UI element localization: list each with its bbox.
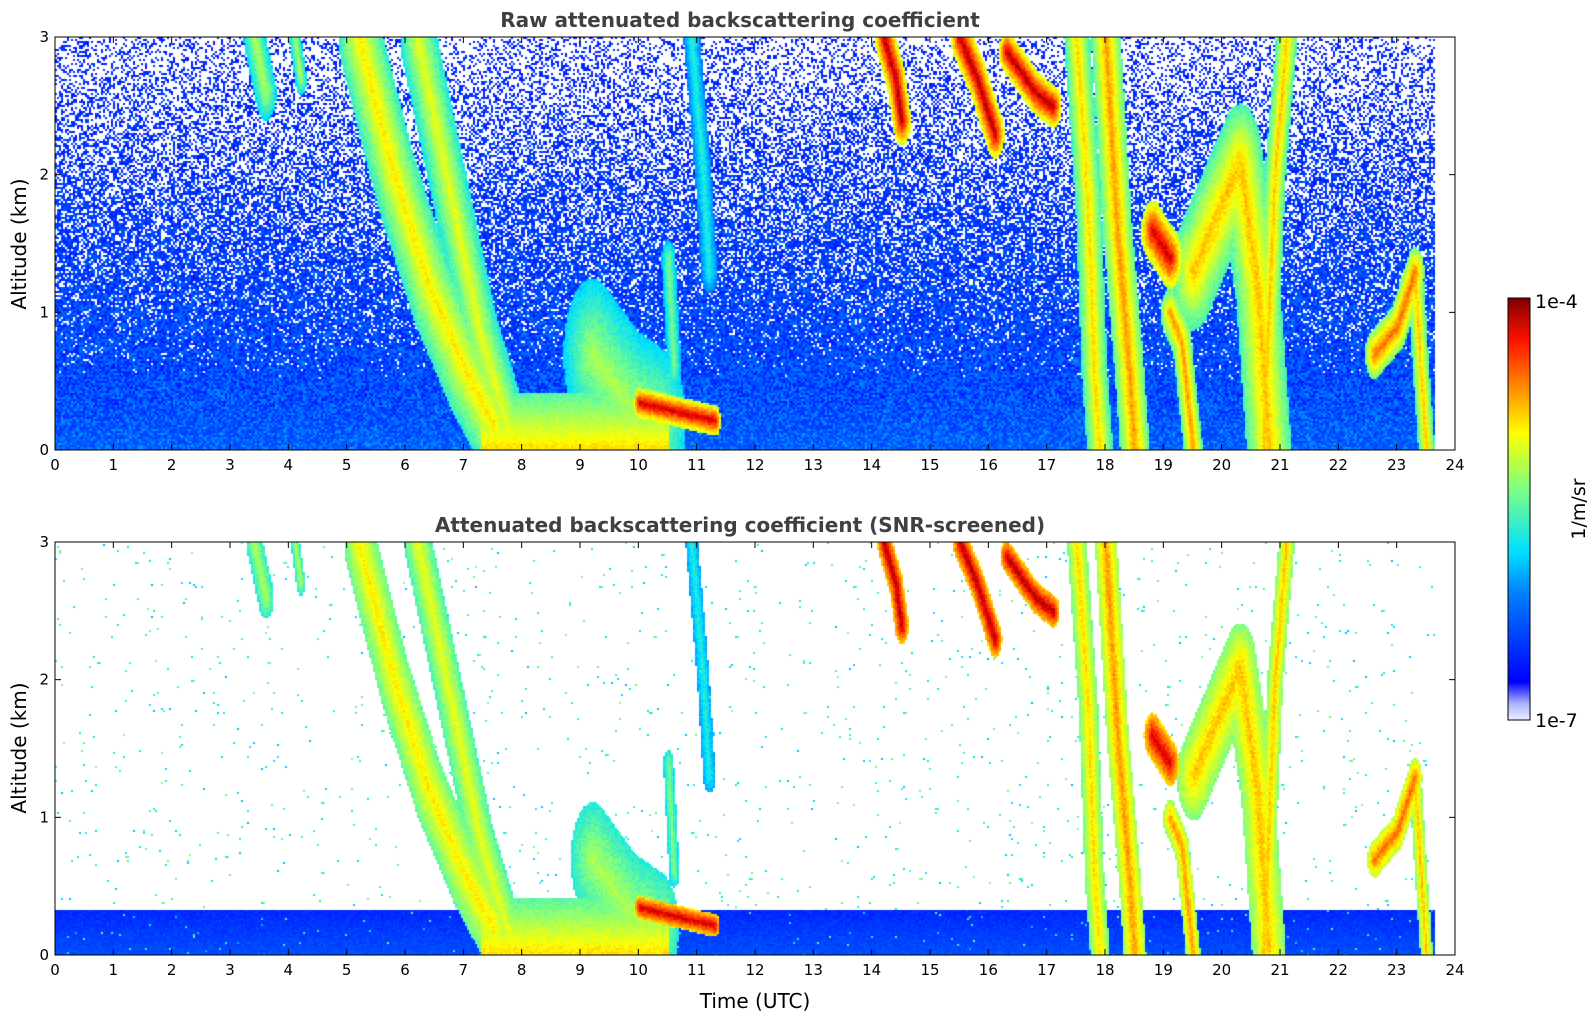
colorbar: 1e-4 1e-7 1/m/sr: [1507, 291, 1590, 732]
heatmap-area: [55, 37, 1455, 450]
x-tick-label: 6: [400, 961, 410, 979]
x-tick-label: 15: [920, 961, 939, 979]
colorbar-gradient: [1507, 297, 1531, 721]
x-tick-label: 9: [575, 961, 585, 979]
x-tick-label: 3: [225, 961, 235, 979]
y-tick-label: 1: [39, 303, 49, 321]
x-tick-label: 16: [979, 961, 998, 979]
x-tick-label: 4: [284, 456, 294, 474]
x-tick-label: 3: [225, 456, 235, 474]
y-tick-label: 3: [39, 533, 49, 551]
x-tick-label: 0: [50, 961, 60, 979]
x-tick-label: 20: [1212, 456, 1231, 474]
x-tick-label: 17: [1037, 961, 1056, 979]
y-axis: 0 1 2 3: [39, 533, 1455, 964]
y-tick-label: 0: [39, 946, 49, 964]
x-tick-label: 7: [459, 961, 469, 979]
x-tick-label: 8: [517, 456, 527, 474]
x-tick-label: 23: [1387, 456, 1406, 474]
y-tick-label: 1: [39, 808, 49, 826]
x-tick-label: 12: [745, 961, 764, 979]
x-tick-label: 17: [1037, 456, 1056, 474]
y-tick-label: 2: [39, 166, 49, 184]
x-tick-label: 19: [1154, 456, 1173, 474]
y-axis-label: Altitude (km): [7, 682, 31, 813]
y-tick-label: 2: [39, 671, 49, 689]
x-tick-label: 21: [1270, 961, 1289, 979]
x-tick-label: 24: [1445, 961, 1464, 979]
x-tick-label: 22: [1329, 456, 1348, 474]
y-tick-label: 3: [39, 28, 49, 46]
x-tick-label: 14: [862, 456, 881, 474]
x-tick-label: 1: [109, 456, 119, 474]
x-tick-label: 10: [629, 961, 648, 979]
x-tick-label: 11: [687, 456, 706, 474]
x-tick-label: 12: [745, 456, 764, 474]
x-tick-label: 22: [1329, 961, 1348, 979]
x-tick-label: 5: [342, 961, 352, 979]
x-tick-label: 9: [575, 456, 585, 474]
x-axis: 0 1 2 3 4 5 6 7 8 9 10 11 12 13 14 15 16 17 18 19 20 21 22 23 24: [50, 542, 1465, 979]
colorbar-unit-label: 1/m/sr: [1568, 478, 1590, 539]
x-tick-label: 7: [459, 456, 469, 474]
x-tick-label: 13: [804, 961, 823, 979]
x-tick-label: 24: [1445, 456, 1464, 474]
x-tick-label: 1: [109, 961, 119, 979]
x-tick-label: 2: [167, 456, 177, 474]
y-axis: 0 1 2 3: [39, 28, 1455, 459]
x-tick-label: 16: [979, 456, 998, 474]
x-tick-label: 0: [50, 456, 60, 474]
x-tick-label: 11: [687, 961, 706, 979]
x-tick-label: 23: [1387, 961, 1406, 979]
x-axis-label: Time (UTC): [699, 989, 811, 1013]
colorbar-min-label: 1e-7: [1535, 710, 1578, 732]
x-tick-label: 13: [804, 456, 823, 474]
x-tick-label: 19: [1154, 961, 1173, 979]
x-axis: 0 1 2 3 4 5 6 7 8 9 10 11 12 13 14 15 16 17 18 19 20 21 22 23 24: [50, 37, 1465, 474]
chart-title: Raw attenuated backscattering coefficien…: [500, 8, 980, 32]
x-tick-label: 4: [284, 961, 294, 979]
x-tick-label: 6: [400, 456, 410, 474]
x-tick-label: 18: [1095, 961, 1114, 979]
x-tick-label: 2: [167, 961, 177, 979]
snr-screened-panel: Attenuated backscattering coefficient (S…: [7, 513, 1465, 1013]
x-tick-label: 15: [920, 456, 939, 474]
y-axis-label: Altitude (km): [7, 178, 31, 309]
colorbar-max-label: 1e-4: [1535, 291, 1578, 313]
x-tick-label: 21: [1270, 456, 1289, 474]
x-tick-label: 5: [342, 456, 352, 474]
raw-backscatter-panel: Raw attenuated backscattering coefficien…: [7, 8, 1465, 474]
x-tick-label: 10: [629, 456, 648, 474]
heatmap-area: [55, 542, 1455, 955]
chart-title: Attenuated backscattering coefficient (S…: [435, 513, 1045, 537]
x-tick-label: 14: [862, 961, 881, 979]
x-tick-label: 18: [1095, 456, 1114, 474]
x-tick-label: 20: [1212, 961, 1231, 979]
x-tick-label: 8: [517, 961, 527, 979]
y-tick-label: 0: [39, 441, 49, 459]
